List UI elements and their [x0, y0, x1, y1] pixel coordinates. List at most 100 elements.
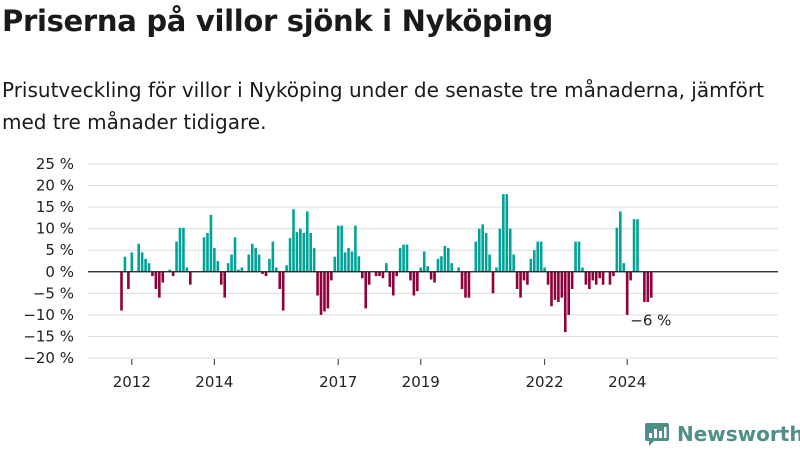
bar [178, 227, 182, 272]
chart-title: Priserna på villor sjönk i Nyköping [2, 4, 553, 38]
bar [481, 224, 484, 272]
bar [168, 269, 171, 272]
bar [247, 254, 251, 272]
bar [608, 271, 612, 285]
x-tick-label: 2024 [608, 373, 646, 391]
bar [333, 256, 337, 272]
y-tick-label: 20 % [36, 177, 74, 195]
bar [426, 266, 429, 272]
y-tick-label: 15 % [36, 198, 74, 216]
bar [343, 252, 347, 272]
bar [261, 271, 264, 274]
x-tick-label: 2017 [319, 373, 357, 391]
bar [161, 271, 165, 283]
bar [378, 271, 381, 277]
bar [601, 271, 605, 285]
bar [594, 271, 598, 285]
bar [402, 244, 405, 272]
bar [508, 228, 512, 272]
bar [216, 261, 220, 272]
bar [367, 271, 371, 285]
bar [388, 271, 392, 287]
bar [299, 228, 302, 272]
bar [319, 271, 323, 315]
y-tick-label: 0 % [45, 263, 74, 281]
bar [539, 241, 543, 272]
bar [619, 211, 622, 272]
bar [581, 267, 584, 272]
bar [264, 271, 268, 277]
bar [460, 271, 464, 290]
bar [467, 271, 471, 298]
bar [536, 241, 540, 272]
bar [357, 256, 361, 272]
bar [182, 227, 185, 272]
bar [219, 271, 223, 285]
bar [584, 271, 588, 285]
bar [457, 267, 460, 272]
bar [550, 271, 553, 307]
chart-subtitle: Prisutveckling för villor i Nyköping und… [2, 78, 764, 134]
bar-chart: 25 % 20 % 15 % 10 % 5 % 0 % −5 % −10 % −15 % −20 … [23, 155, 778, 391]
bar [240, 267, 244, 272]
bar [398, 248, 402, 272]
brand-name: Newsworthy [677, 422, 800, 446]
bar [440, 256, 443, 272]
bar [625, 271, 629, 315]
bar [137, 243, 140, 272]
bar [436, 258, 440, 272]
bar [350, 251, 354, 272]
bar [275, 267, 278, 272]
bar [405, 244, 409, 272]
bar [385, 263, 388, 272]
bar [305, 211, 309, 272]
bar [543, 267, 546, 272]
bars [120, 194, 653, 333]
bar [268, 258, 271, 272]
bar [202, 237, 206, 272]
bar [591, 271, 595, 281]
y-tick-label: 25 % [36, 155, 74, 173]
bar [233, 237, 237, 272]
bar [185, 267, 189, 272]
bar [295, 232, 299, 272]
bar [574, 241, 577, 272]
bar [484, 232, 488, 272]
bar [158, 271, 161, 298]
bar [391, 271, 395, 296]
bar [477, 228, 481, 272]
bar [292, 209, 295, 272]
bar [563, 271, 567, 333]
bar [416, 271, 419, 292]
bar [336, 225, 340, 272]
bar [515, 271, 519, 290]
y-tick-label: −20 % [23, 349, 74, 367]
bar [495, 267, 498, 272]
x-tick-label: 2022 [526, 373, 564, 391]
bar [615, 227, 619, 272]
bar [464, 271, 467, 298]
bar [409, 271, 412, 281]
bar [577, 241, 581, 272]
bar [361, 271, 364, 279]
bar [433, 271, 436, 283]
bar [213, 248, 216, 272]
bar-chart-icon [645, 423, 669, 446]
bar [412, 271, 416, 296]
bar [151, 271, 154, 277]
bar [154, 271, 158, 290]
bar [474, 241, 478, 272]
bar [285, 265, 288, 272]
bar [529, 258, 533, 272]
y-tick-label: 10 % [36, 220, 74, 238]
bar [347, 248, 350, 272]
bar [140, 252, 144, 272]
bar [257, 254, 261, 272]
y-axis: 25 % 20 % 15 % 10 % 5 % 0 % −5 % −10 % −15 % −20 … [23, 155, 74, 367]
bar [395, 271, 398, 277]
bar [230, 254, 233, 272]
bar [519, 271, 522, 298]
bar [281, 271, 285, 311]
bar [636, 219, 639, 272]
bar [422, 251, 426, 272]
